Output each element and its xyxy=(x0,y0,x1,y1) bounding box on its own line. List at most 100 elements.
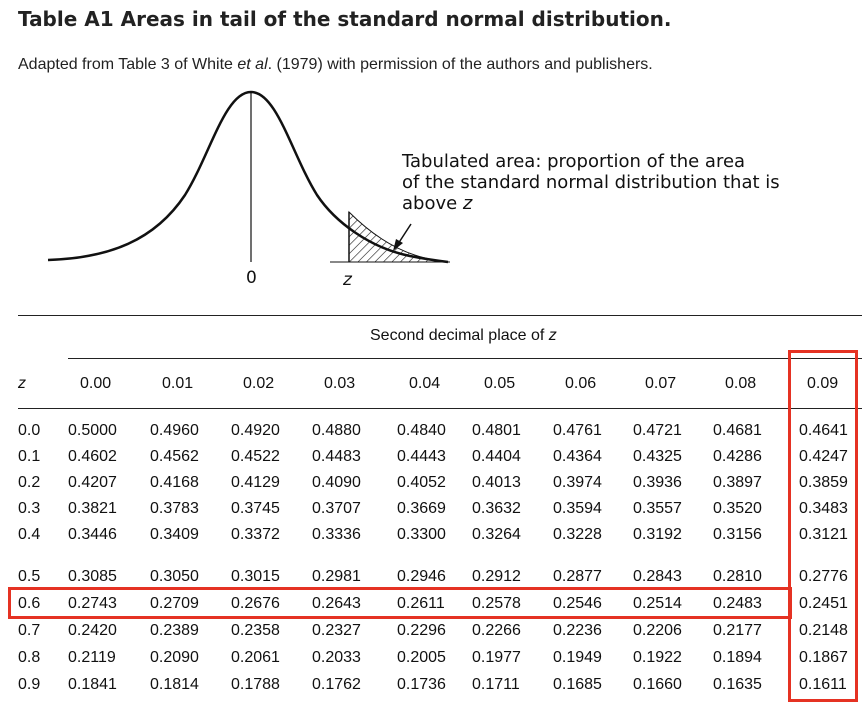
column-header: 0.07 xyxy=(645,375,677,392)
table-cell: 0.2177 xyxy=(713,622,762,639)
table-cell: 0.4404 xyxy=(472,448,521,465)
table-cell: 0.1611 xyxy=(799,676,847,693)
table-cell: 0.3300 xyxy=(397,526,446,543)
table-cell: 0.3520 xyxy=(713,500,762,517)
column-header: 0.09 xyxy=(807,375,839,392)
table-cell: 0.3974 xyxy=(553,474,602,491)
column-header: 0.04 xyxy=(409,375,441,392)
table-cell: 0.4562 xyxy=(150,448,199,465)
subtitle-text-end: . (1979) with permission of the authors … xyxy=(267,56,653,73)
table-cell: 0.4013 xyxy=(472,474,521,491)
table-cell: 0.2090 xyxy=(150,649,199,666)
table-cell: 0.4325 xyxy=(633,448,682,465)
table-cell: 0.3897 xyxy=(713,474,762,491)
table-cell: 0.3483 xyxy=(799,500,848,517)
table-cell: 0.2296 xyxy=(397,622,446,639)
table-cell: 0.3156 xyxy=(713,526,762,543)
table-cell: 0.2420 xyxy=(68,622,117,639)
table-cell: 0.3264 xyxy=(472,526,521,543)
column-header: 0.02 xyxy=(243,375,275,392)
figure-caption: Tabulated area: proportion of the area o… xyxy=(402,151,852,214)
table-cell: 0.3409 xyxy=(150,526,199,543)
table-cell: 0.2912 xyxy=(472,568,521,585)
table-cell: 0.2776 xyxy=(799,568,848,585)
table-cell: 0.4207 xyxy=(68,474,117,491)
table-cell: 0.2676 xyxy=(231,595,280,612)
table-cell: 0.3669 xyxy=(397,500,446,517)
caption-line-3-italic: z xyxy=(462,193,473,214)
table-cell: 0.1736 xyxy=(397,676,446,693)
row-z-value: 0.0 xyxy=(18,422,41,439)
table-cell: 0.3594 xyxy=(553,500,602,517)
table-cell: 0.3557 xyxy=(633,500,682,517)
table-cell: 0.4247 xyxy=(799,448,848,465)
column-header: 0.03 xyxy=(324,375,356,392)
arrow-head xyxy=(393,239,403,251)
table-cell: 0.1635 xyxy=(713,676,762,693)
table-cell: 0.2358 xyxy=(231,622,280,639)
table-cell: 0.4681 xyxy=(713,422,762,439)
row-z-value: 0.2 xyxy=(18,474,41,491)
table-cell: 0.1977 xyxy=(472,649,521,666)
column-header: 0.01 xyxy=(162,375,194,392)
table-cell: 0.4052 xyxy=(397,474,446,491)
table-top-rule xyxy=(18,315,862,316)
row-z-value: 0.3 xyxy=(18,500,41,517)
table-cell: 0.4761 xyxy=(553,422,602,439)
table-cell: 0.4801 xyxy=(472,422,521,439)
z-column-header: z xyxy=(18,375,26,392)
table-cell: 0.2514 xyxy=(633,595,682,612)
table-cell: 0.2451 xyxy=(799,595,848,612)
bell-curve xyxy=(47,90,449,264)
table-cell: 0.3707 xyxy=(312,500,361,517)
table-cell: 0.3936 xyxy=(633,474,682,491)
table-cell: 0.4443 xyxy=(397,448,446,465)
table-cell: 0.1949 xyxy=(553,649,602,666)
table-cell: 0.2981 xyxy=(312,568,361,585)
header-bottom-rule xyxy=(18,408,862,409)
table-cell: 0.2483 xyxy=(713,595,762,612)
table-cell: 0.4483 xyxy=(312,448,361,465)
table-cell: 0.4129 xyxy=(231,474,280,491)
table-cell: 0.4840 xyxy=(397,422,446,439)
table-cell: 0.2643 xyxy=(312,595,361,612)
table-cell: 0.4286 xyxy=(713,448,762,465)
subtitle-text: Adapted from Table 3 of White xyxy=(18,56,238,73)
table-cell: 0.1788 xyxy=(231,676,280,693)
row-z-value: 0.8 xyxy=(18,649,41,666)
highlight-column-box xyxy=(788,350,858,702)
row-z-value: 0.9 xyxy=(18,676,41,693)
row-z-value: 0.5 xyxy=(18,568,41,585)
column-header: 0.08 xyxy=(725,375,757,392)
table-cell: 0.1814 xyxy=(150,676,199,693)
label-z: z xyxy=(342,270,353,290)
table-cell: 0.2743 xyxy=(68,595,117,612)
table-cell: 0.4602 xyxy=(68,448,117,465)
normal-curve-figure: 0 z xyxy=(47,90,450,290)
column-group-title-italic: z xyxy=(548,327,557,344)
table-cell: 0.3859 xyxy=(799,474,848,491)
table-cell: 0.4090 xyxy=(312,474,361,491)
table-cell: 0.3085 xyxy=(68,568,117,585)
table-cell: 0.2148 xyxy=(799,622,848,639)
table-cell: 0.3446 xyxy=(68,526,117,543)
table-cell: 0.2877 xyxy=(553,568,602,585)
table-cell: 0.3372 xyxy=(231,526,280,543)
row-z-value: 0.6 xyxy=(18,595,41,612)
table-cell: 0.4920 xyxy=(231,422,280,439)
table-cell: 0.3336 xyxy=(312,526,361,543)
table-cell: 0.2236 xyxy=(553,622,602,639)
table-cell: 0.4960 xyxy=(150,422,199,439)
table-cell: 0.2578 xyxy=(472,595,521,612)
table-cell: 0.2005 xyxy=(397,649,446,666)
table-cell: 0.4641 xyxy=(799,422,848,439)
table-cell: 0.4168 xyxy=(150,474,199,491)
page-title: Table A1 Areas in tail of the standard n… xyxy=(18,7,672,31)
column-group-title-text: Second decimal place of xyxy=(370,327,549,344)
table-cell: 0.3050 xyxy=(150,568,199,585)
caption-line-3-text: above xyxy=(402,193,463,214)
label-zero: 0 xyxy=(246,268,257,288)
table-cell: 0.2946 xyxy=(397,568,446,585)
table-cell: 0.1841 xyxy=(68,676,117,693)
caption-line-3: above z xyxy=(402,193,852,214)
